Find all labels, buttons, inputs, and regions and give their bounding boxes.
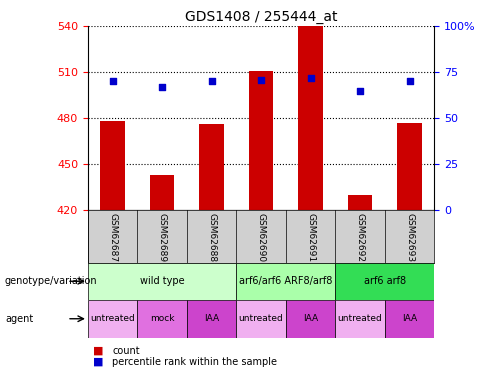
Text: GSM62689: GSM62689 — [158, 213, 166, 262]
Text: count: count — [112, 346, 140, 355]
Text: genotype/variation: genotype/variation — [5, 276, 98, 286]
Point — [306, 75, 314, 81]
Point — [208, 78, 216, 84]
Bar — [249, 70, 273, 210]
Bar — [236, 262, 335, 300]
Point — [158, 84, 166, 90]
Text: IAA: IAA — [204, 314, 219, 323]
Point — [257, 76, 265, 82]
Text: IAA: IAA — [303, 314, 318, 323]
Bar — [137, 300, 187, 338]
Bar — [187, 300, 236, 338]
Bar — [335, 262, 434, 300]
Point — [406, 78, 413, 84]
Bar — [335, 300, 385, 338]
Text: GSM62693: GSM62693 — [405, 213, 414, 262]
Text: GSM62691: GSM62691 — [306, 213, 315, 262]
Text: GSM62692: GSM62692 — [356, 213, 365, 262]
Bar — [298, 26, 323, 210]
Title: GDS1408 / 255444_at: GDS1408 / 255444_at — [185, 10, 337, 24]
Bar — [150, 175, 174, 210]
Point — [356, 88, 364, 94]
Text: untreated: untreated — [90, 314, 135, 323]
Bar — [236, 300, 286, 338]
Point — [109, 78, 117, 84]
Bar — [199, 124, 224, 210]
Bar — [286, 300, 335, 338]
Bar — [88, 262, 236, 300]
Text: arf6 arf8: arf6 arf8 — [364, 276, 406, 286]
Text: wild type: wild type — [140, 276, 184, 286]
Text: IAA: IAA — [402, 314, 417, 323]
Text: percentile rank within the sample: percentile rank within the sample — [112, 357, 277, 367]
Text: ■: ■ — [93, 357, 103, 367]
Text: GSM62687: GSM62687 — [108, 213, 117, 262]
Text: untreated: untreated — [338, 314, 383, 323]
Text: GSM62688: GSM62688 — [207, 213, 216, 262]
Bar — [397, 123, 422, 210]
Text: arf6/arf6 ARF8/arf8: arf6/arf6 ARF8/arf8 — [239, 276, 332, 286]
Text: ■: ■ — [93, 346, 103, 355]
Text: untreated: untreated — [239, 314, 284, 323]
Text: GSM62690: GSM62690 — [257, 213, 265, 262]
Bar — [100, 121, 125, 210]
Bar — [88, 300, 137, 338]
Text: agent: agent — [5, 314, 33, 324]
Text: mock: mock — [150, 314, 174, 323]
Bar — [385, 300, 434, 338]
Bar — [347, 195, 372, 210]
